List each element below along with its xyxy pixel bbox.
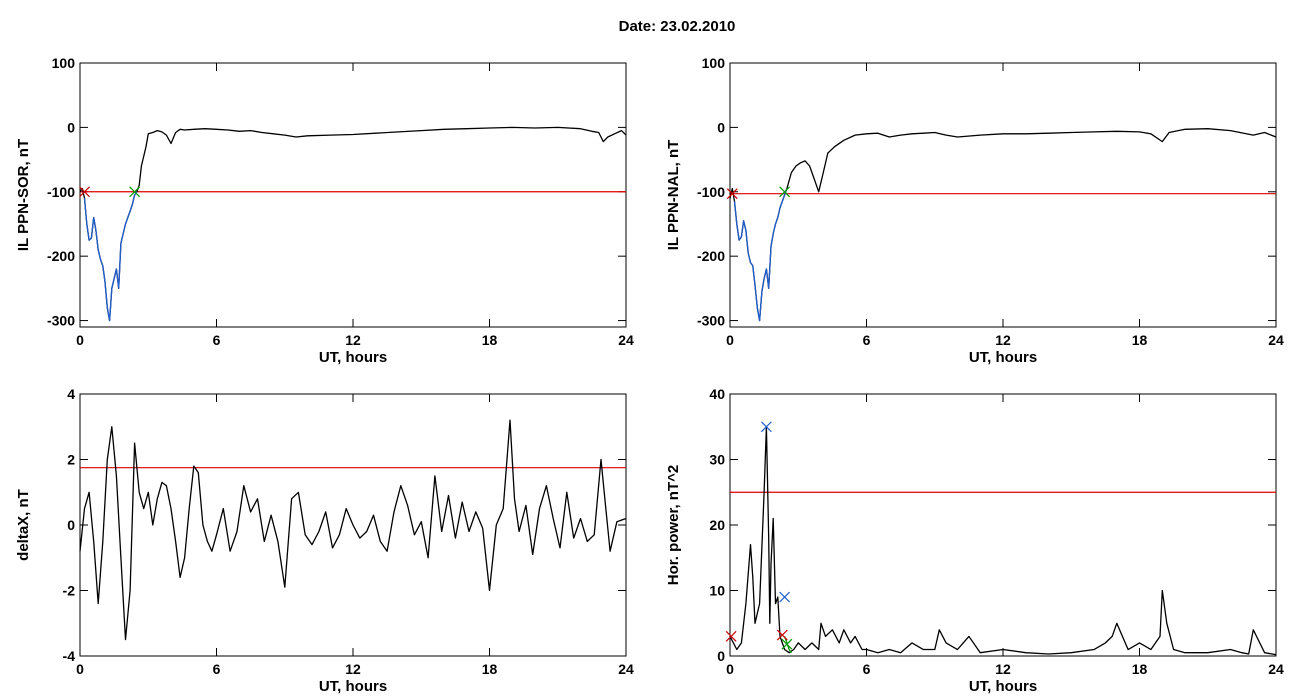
panel-1-series-1-line — [79, 126, 627, 322]
panel-2-x-tick-label: 24 — [1268, 332, 1284, 348]
panel-4-marker-3-b — [776, 629, 788, 641]
panel-1-y-tick-label: 0 — [67, 119, 75, 135]
panel-4-y-tick-label: 20 — [709, 517, 725, 533]
panel-2-x-tick-label: 18 — [1132, 332, 1148, 348]
panel-2-series-2-line — [733, 188, 788, 322]
panel-3-y-tick-label: 2 — [67, 452, 75, 468]
panel-4-marker-1-b — [760, 421, 772, 433]
panel-2-x-tick-label: 12 — [995, 332, 1011, 348]
figure-title: Date: 23.02.2010 — [618, 18, 736, 35]
panel-3-x-tick-label: 18 — [482, 661, 498, 677]
panel-3-y-tick-label: -4 — [63, 648, 76, 664]
panel-3-y-tick-label: -2 — [63, 583, 76, 599]
panel-1-marker-1-b — [79, 186, 90, 198]
panel-4-x-tick-label: 18 — [1132, 661, 1148, 677]
panel-4-y-tick-label: 0 — [717, 648, 725, 664]
panel-2-y-tick-label: -100 — [697, 184, 725, 200]
panel-2-x-axis-label: UT, hours — [969, 349, 1037, 366]
panel-3-series-1-line — [79, 419, 627, 641]
panel-4-y-tick-label: 40 — [709, 386, 725, 402]
panel-4-y-axis-label: Hor. power, nT^2 — [665, 465, 682, 585]
panel-1-x-axis-label: UT, hours — [319, 349, 387, 366]
panel-1-y-tick-label: 100 — [52, 55, 76, 71]
panel-1-y-tick-label: -200 — [47, 248, 75, 264]
panel-2-y-axis-label: IL PPN-NAL, nT — [665, 140, 682, 251]
panel-3-x-axis-label: UT, hours — [319, 678, 387, 695]
panel-4-y-tick-label: 10 — [709, 583, 725, 599]
panel-4-x-tick-label: 24 — [1268, 661, 1284, 677]
panel-2-x-tick-label: 6 — [863, 332, 871, 348]
panel-1-x-tick-label: 6 — [213, 332, 221, 348]
panel-3-x-tick-label: 0 — [76, 661, 84, 677]
panel-1-x-tick-label: 12 — [345, 332, 361, 348]
panel-1-y-tick-label: -100 — [47, 184, 75, 200]
panel-2-y-tick-label: -200 — [697, 248, 725, 264]
panel-2-x-tick-label: 0 — [726, 332, 734, 348]
panel-2-marker-2-b — [779, 186, 791, 198]
panel-4-x-tick-label: 0 — [726, 661, 734, 677]
panel-4-series-2-line — [783, 636, 792, 654]
panel-4-marker-5-b — [725, 630, 737, 642]
panel-1-x-tick-label: 0 — [76, 332, 84, 348]
panel-1-x-tick-label: 18 — [482, 332, 498, 348]
panel-1-x-tick-label: 24 — [618, 332, 634, 348]
panel-1-y-axis-label: IL PPN-SOR, nT — [15, 139, 32, 251]
panel-2-y-tick-label: 0 — [717, 119, 725, 135]
panel-3-y-axis-label: deltaX, nT — [15, 489, 32, 561]
panel-1-y-tick-label: -300 — [47, 313, 75, 329]
panel-4-x-axis-label: UT, hours — [969, 678, 1037, 695]
panel-3-x-tick-label: 6 — [213, 661, 221, 677]
panel-3-y-tick-label: 0 — [67, 517, 75, 533]
panel-4-x-tick-label: 6 — [863, 661, 871, 677]
panel-3-x-tick-label: 12 — [345, 661, 361, 677]
panel-1-plot-frame — [79, 62, 627, 328]
panel-1-series-2-line — [83, 191, 138, 322]
panel-4-y-tick-label: 30 — [709, 452, 725, 468]
panel-4-marker-4-b — [781, 638, 793, 650]
panel-3-x-tick-label: 24 — [618, 661, 634, 677]
panel-4-marker-2-b — [779, 591, 791, 603]
panel-2-y-tick-label: 100 — [702, 55, 726, 71]
panel-2-plot-frame — [729, 62, 1277, 328]
panel-3-y-tick-label: 4 — [67, 386, 75, 402]
panel-1-marker-2-b — [129, 186, 141, 198]
panel-2-marker-1-b — [726, 188, 738, 200]
panel-2-y-tick-label: -300 — [697, 313, 725, 329]
panel-2-series-1-line — [729, 128, 1277, 322]
panel-4-plot-frame — [729, 393, 1277, 657]
panel-4-x-tick-label: 12 — [995, 661, 1011, 677]
panel-4-series-1-line — [729, 426, 1277, 656]
